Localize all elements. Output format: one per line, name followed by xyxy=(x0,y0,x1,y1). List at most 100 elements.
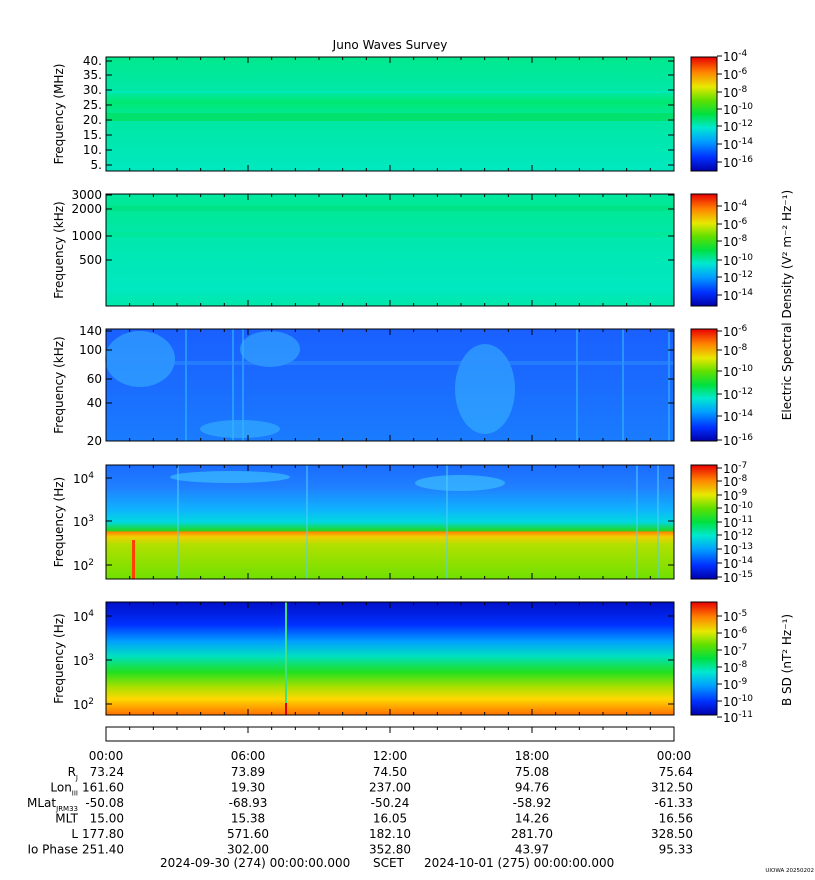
colorbar-tick-label: 10-14 xyxy=(723,137,753,152)
y-tick-label: 30. xyxy=(83,83,102,97)
ephemeris-value: 571.60 xyxy=(227,827,269,841)
impulse-line xyxy=(285,703,287,715)
colorbar-tick-label: 10-12 xyxy=(723,387,753,402)
ephemeris-value: -50.08 xyxy=(85,796,124,810)
ephemeris-label: L xyxy=(71,827,78,841)
colorbar-tick-label: 10-10 xyxy=(723,501,753,516)
y-tick-label: 102 xyxy=(73,558,94,573)
y-tick-label: 60 xyxy=(87,372,102,386)
y-tick-label: 140 xyxy=(79,324,102,338)
colorbar-tick-label: 10-11 xyxy=(723,710,753,725)
spectrogram-3 xyxy=(106,329,674,441)
colorbar-tick-label: 10-16 xyxy=(723,155,753,170)
colorbar-tick-label: 10-9 xyxy=(723,488,748,503)
impulse-line xyxy=(285,602,287,715)
colorbar-tick-label: 10-10 xyxy=(723,364,753,379)
chart-title: Juno Waves Survey xyxy=(332,38,448,52)
impulse-line xyxy=(177,465,179,579)
colorbar-tick-label: 10-6 xyxy=(723,217,748,232)
ephemeris-value: 302.00 xyxy=(227,843,269,857)
impulse-line xyxy=(636,465,638,579)
electric-colorbar-label: Electric Spectral Density (V² m⁻² Hz⁻¹) xyxy=(780,190,794,420)
colorbar-tick-label: 10-10 xyxy=(723,694,753,709)
ephemeris-value: 161.60 xyxy=(82,781,124,795)
ephemeris-value: 95.33 xyxy=(659,843,693,857)
time-range-start: 2024-09-30 (274) 00:00:00.000 xyxy=(160,856,350,870)
y-tick-label: 500 xyxy=(79,253,102,267)
colorbar-4 xyxy=(690,464,718,580)
colorbar-tick-label: 10-8 xyxy=(723,85,748,100)
footer-tag: UIOWA 20250202 xyxy=(765,868,814,874)
colorbar-tick-label: 10-6 xyxy=(723,324,748,339)
ephemeris-value: 19.30 xyxy=(231,781,265,795)
ephemeris-label: LonIII xyxy=(50,781,78,798)
impulse-line xyxy=(657,465,659,579)
time-range-end: 2024-10-01 (275) 00:00:00.000 xyxy=(424,856,614,870)
ephemeris-value: 15.00 xyxy=(90,812,124,826)
time-range-label: SCET xyxy=(373,856,405,870)
colorbar-tick-label: 10-11 xyxy=(723,515,753,530)
y-tick-label: 100 xyxy=(79,343,102,357)
spectrogram-5 xyxy=(106,602,674,715)
emission-band xyxy=(106,113,674,121)
ephemeris-value: -50.24 xyxy=(371,796,410,810)
colorbar-tick-label: 10-16 xyxy=(723,433,753,448)
colorbar-tick-label: 10-14 xyxy=(723,556,753,571)
impulse-line xyxy=(185,329,187,441)
impulse-line xyxy=(668,329,670,441)
wave-burst xyxy=(105,331,175,387)
y-tick-label: 35. xyxy=(83,68,102,82)
colorbar-tick-label: 10-14 xyxy=(723,288,753,303)
impulse-line xyxy=(132,540,135,579)
colorbar-tick-label: 10-14 xyxy=(723,409,753,424)
colorbar-tick-label: 10-7 xyxy=(723,461,747,476)
y-tick-label: 5. xyxy=(91,158,102,172)
ephemeris-label: MLatJRM33 xyxy=(27,796,78,813)
y-tick-label: 103 xyxy=(73,653,94,668)
y-tick-label: 104 xyxy=(73,609,94,624)
ephemeris-value: 312.50 xyxy=(651,781,693,795)
impulse-line xyxy=(622,329,624,441)
spectrogram-panels: 40.35.30.25.20.15.10.5. Frequency (MHz) 10… xyxy=(52,49,753,725)
y-tick-label: 40 xyxy=(87,396,102,410)
ephemeris-label: RJ xyxy=(68,765,78,782)
y-axis-label: Frequency (kHz) xyxy=(52,336,66,433)
colorbar-5 xyxy=(690,601,718,716)
colorbar-tick-label: 10-12 xyxy=(723,119,753,134)
emission-band xyxy=(106,232,674,237)
y-axis-label: Frequency (Hz) xyxy=(52,613,66,704)
y-tick-label: 20. xyxy=(83,113,102,127)
x-tick-label: 06:00 xyxy=(231,749,266,763)
ephemeris-value: 352.80 xyxy=(369,843,411,857)
ephemeris-label: MLT xyxy=(55,812,78,826)
ephemeris-value: -68.93 xyxy=(229,796,268,810)
y-axis-label: Frequency (kHz) xyxy=(52,201,66,298)
colorbar-3 xyxy=(690,328,718,442)
panel-3: 140 100 60 40 20 Frequency (kHz) 10-6 10-8 10-10… xyxy=(52,324,753,448)
y-tick-label: 20 xyxy=(87,434,102,448)
colorbar-tick-label: 10-6 xyxy=(723,626,748,641)
ephemeris-value: 73.89 xyxy=(231,765,265,779)
impulse-line xyxy=(576,329,578,441)
ephemeris-label: Io Phase xyxy=(27,843,78,857)
colorbar-tick-label: 10-8 xyxy=(723,660,748,675)
wave-burst xyxy=(415,475,505,491)
ephemeris-value: 15.38 xyxy=(231,812,265,826)
y-axis-label: Frequency (MHz) xyxy=(52,64,66,165)
y-axis-label: Frequency (Hz) xyxy=(52,477,66,568)
impulse-line xyxy=(242,329,244,441)
colorbar-tick-label: 10-9 xyxy=(723,677,748,692)
ephemeris-value: 74.50 xyxy=(373,765,407,779)
ephemeris-value: -58.92 xyxy=(513,796,552,810)
spectrogram-4 xyxy=(106,465,674,579)
ephemeris-value: 177.80 xyxy=(82,827,124,841)
x-tick-label: 00:00 xyxy=(89,749,124,763)
wave-burst xyxy=(240,331,300,367)
colorbar-tick-label: 10-7 xyxy=(723,643,747,658)
x-tick-label: 18:00 xyxy=(515,749,550,763)
colorbar-tick-label: 10-15 xyxy=(723,570,753,585)
x-tick-label: 00:00 xyxy=(657,749,692,763)
panel-1: 40.35.30.25.20.15.10.5. Frequency (MHz) 10… xyxy=(52,49,753,172)
colorbar-tick-label: 10-8 xyxy=(723,474,748,489)
